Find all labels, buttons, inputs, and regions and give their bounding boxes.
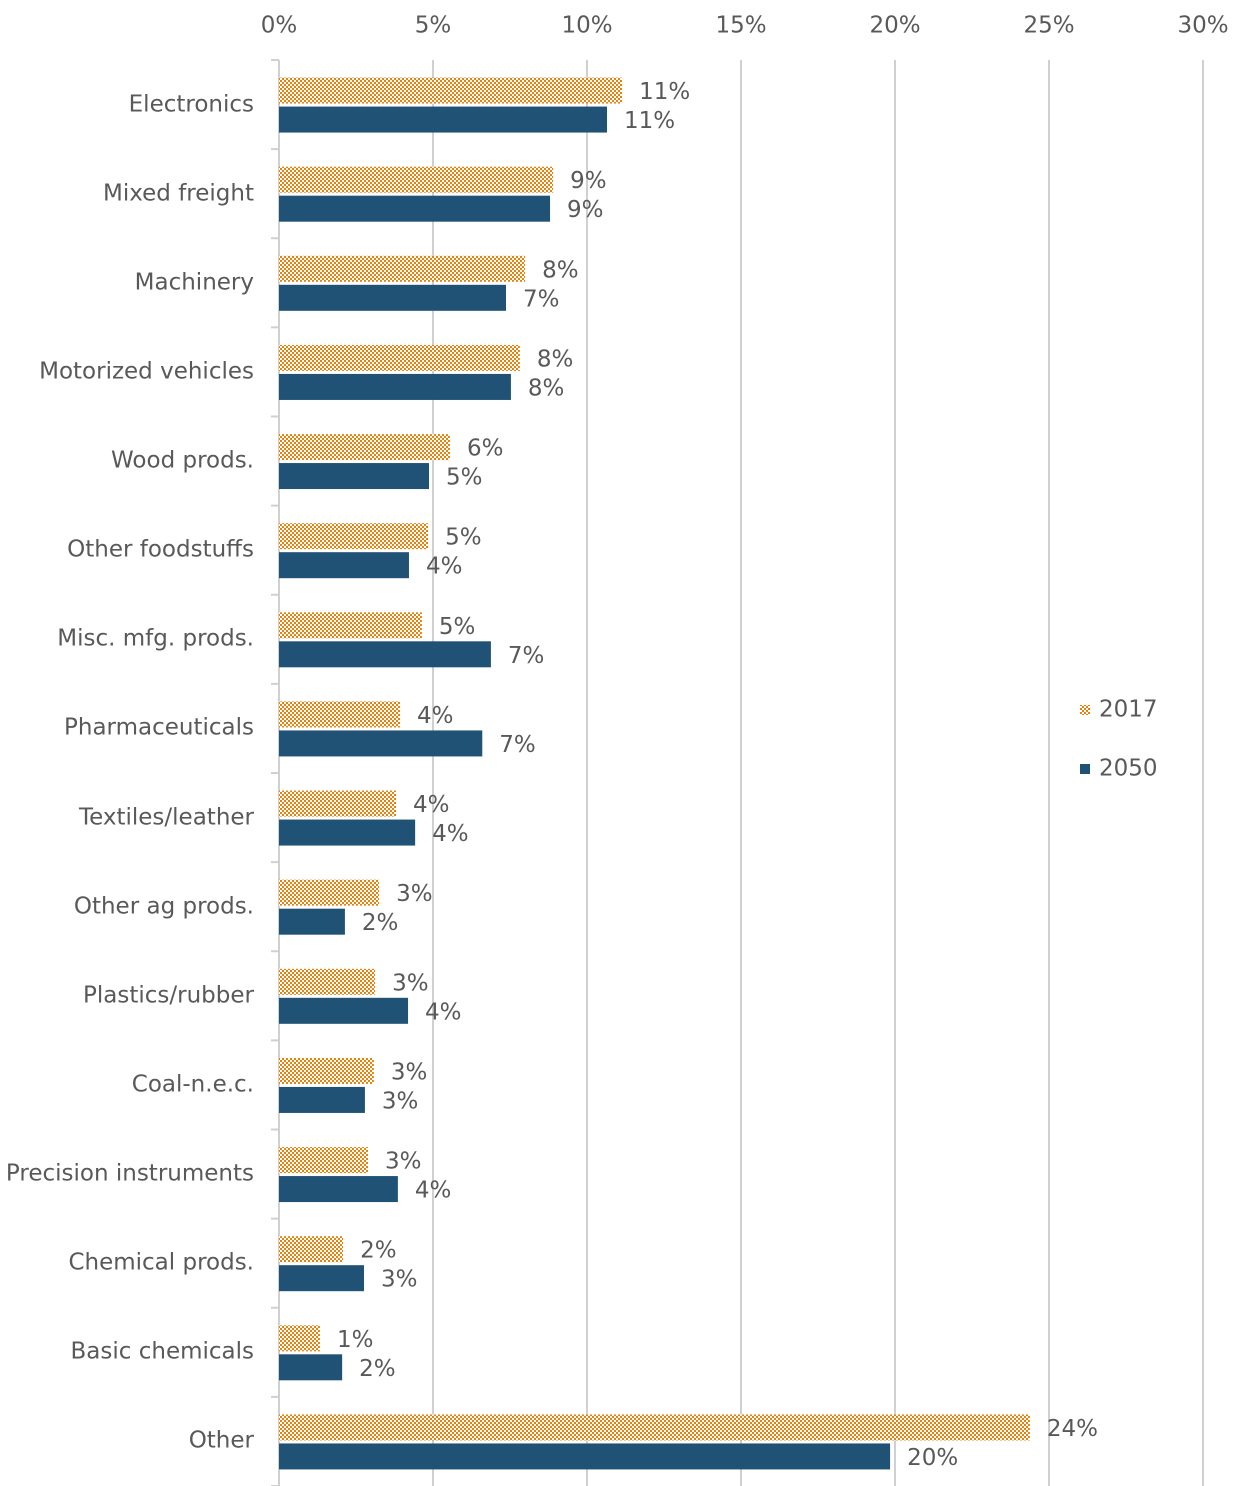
data-label: 11% [624,108,675,134]
data-label: 8% [537,346,574,372]
bar [279,1325,320,1352]
bar [279,997,409,1024]
data-label: 4% [425,999,462,1025]
y-tick-label: Machinery [134,269,254,296]
bar [279,1443,891,1470]
y-tick-label: Pharmaceuticals [64,714,254,741]
x-tick-label: 30% [1177,13,1228,39]
x-tick-label: 0% [261,13,298,39]
data-label: 5% [445,525,482,551]
bar [279,284,506,311]
bar [279,819,416,846]
bar [279,434,450,461]
data-label: 6% [467,436,504,462]
y-tick-label: Chemical prods. [68,1249,254,1276]
x-tick-label: 25% [1023,13,1074,39]
bar [279,552,409,579]
data-label: 20% [907,1445,958,1471]
bar [279,344,520,371]
bar [279,1176,398,1203]
legend-marker [1080,764,1090,774]
bar [279,77,623,104]
data-label: 4% [415,1178,452,1204]
legend-label: 2017 [1099,697,1158,723]
bar [279,641,491,668]
data-label: 8% [542,257,579,283]
bar [279,195,551,222]
y-tick-label: Basic chemicals [70,1338,254,1365]
y-tick-label: Plastics/rubber [83,982,254,1009]
y-tick-label: Textiles/leather [78,804,254,831]
data-label: 3% [392,970,429,996]
y-tick-label: Misc. mfg. prods. [57,625,254,652]
legend-marker [1080,705,1090,715]
data-label: 4% [432,821,469,847]
y-tick-label: Coal-n.e.c. [131,1071,254,1098]
y-tick-label: Other [188,1427,254,1454]
data-label: 3% [382,1088,419,1114]
x-tick-label: 5% [415,13,452,39]
bar [279,612,422,639]
bar [279,1414,1030,1441]
bar [279,523,429,550]
bar [279,255,526,282]
y-tick-label: Other ag prods. [73,893,254,920]
bar [279,790,397,817]
bar [279,1086,365,1113]
bar [279,1354,343,1381]
data-label: 3% [391,1059,428,1085]
bar [279,1147,369,1174]
data-label: 4% [426,554,463,580]
data-label: 2% [362,910,399,936]
data-label: 8% [528,375,565,401]
data-label: 2% [359,1356,396,1382]
data-label: 5% [446,465,483,491]
data-label: 7% [499,732,536,758]
bar [279,701,401,728]
data-label: 4% [413,792,450,818]
x-tick-label: 15% [715,13,766,39]
bar [279,463,429,490]
data-label: 24% [1047,1416,1098,1442]
y-tick-label: Other foodstuffs [67,536,254,563]
data-label: 7% [523,286,560,312]
bar [279,968,376,995]
data-label: 5% [439,614,476,640]
data-label: 3% [396,881,433,907]
data-label: 7% [508,643,545,669]
legend-label: 2050 [1099,756,1158,782]
bar [279,879,380,906]
bar [279,106,608,133]
bar [279,1057,374,1084]
y-tick-label: Precision instruments [5,1160,254,1187]
bar [279,908,345,935]
bar [279,1265,365,1292]
data-label: 1% [337,1327,374,1353]
bar [279,730,483,757]
data-label: 3% [385,1149,422,1175]
bar [279,373,511,400]
bar [279,166,554,193]
bar [279,1236,344,1263]
data-label: 2% [360,1238,397,1264]
data-label: 9% [570,168,607,194]
y-tick-label: Mixed freight [103,180,254,207]
data-label: 11% [639,79,690,105]
y-tick-label: Electronics [128,91,254,118]
x-tick-label: 20% [869,13,920,39]
x-tick-label: 10% [561,13,612,39]
y-tick-label: Wood prods. [111,447,254,474]
data-label: 9% [567,197,604,223]
y-tick-label: Motorized vehicles [39,358,254,385]
data-label: 3% [381,1267,418,1293]
data-label: 4% [417,703,454,729]
